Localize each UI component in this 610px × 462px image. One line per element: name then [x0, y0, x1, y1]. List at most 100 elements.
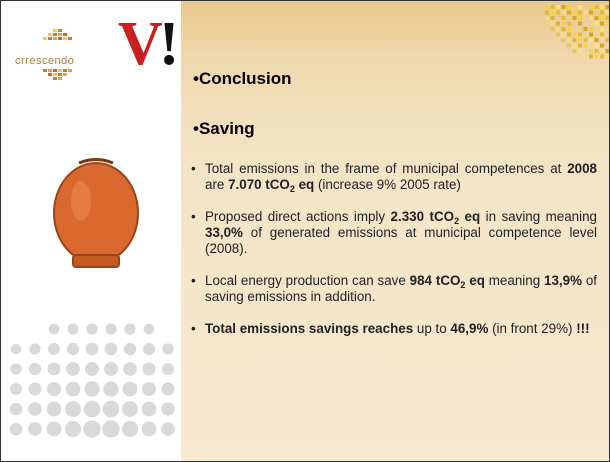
decor-shape	[606, 11, 610, 15]
decor-shape	[578, 16, 582, 20]
logo-name: crrescendo	[15, 55, 74, 67]
decor-shape	[53, 29, 57, 32]
text-run: 13,9%	[544, 273, 582, 288]
decor-shape	[83, 420, 100, 437]
decor-shape	[161, 402, 175, 416]
decor-shape	[53, 33, 57, 36]
decor-shape	[600, 16, 604, 20]
text-run: Total emissions savings reaches	[205, 321, 413, 336]
decor-shape	[43, 37, 47, 40]
decor-shape	[65, 401, 81, 417]
decor-shape	[10, 383, 22, 395]
decor-shape	[142, 362, 155, 375]
decor-shape	[584, 27, 588, 31]
decor-shape	[556, 11, 560, 15]
decor-shape	[58, 73, 62, 76]
decor-shape	[595, 44, 599, 48]
text-run: Local energy production can save	[205, 273, 410, 288]
decor-shape	[47, 382, 61, 396]
decor-shape	[85, 362, 99, 376]
decor-shape	[567, 44, 571, 48]
decor-shape	[589, 38, 593, 42]
decor-shape	[65, 421, 81, 437]
decor-shape	[562, 33, 566, 37]
decor-shape	[556, 22, 560, 26]
corner-pattern	[545, 5, 609, 59]
decor-shape	[562, 22, 566, 26]
decor-shape	[606, 16, 610, 20]
decor-shape	[578, 33, 582, 37]
decor-shape	[58, 29, 62, 32]
decor-shape	[551, 22, 555, 26]
decor-shape	[124, 343, 136, 355]
decor-shape	[567, 27, 571, 31]
decor-shape	[68, 37, 72, 40]
decor-shape	[161, 382, 174, 395]
decor-shape	[606, 55, 610, 59]
text-run: 2008	[567, 161, 597, 176]
decor-shape	[102, 420, 119, 437]
gray-dots	[10, 323, 175, 437]
decor-shape	[47, 422, 62, 437]
decor-shape	[600, 11, 604, 15]
bullet: Total emissions in the frame of municipa…	[191, 161, 597, 193]
decor-shape	[595, 55, 599, 59]
decor-shape	[67, 323, 78, 334]
decor-shape	[162, 343, 173, 354]
decor-shape	[600, 49, 604, 53]
decor-shape	[63, 73, 67, 76]
decor-shape	[589, 49, 593, 53]
decor-shape	[10, 423, 23, 436]
decor-shape	[584, 38, 588, 42]
decor-shape	[53, 69, 57, 72]
decor-shape	[573, 44, 577, 48]
decor-shape	[10, 403, 22, 415]
decor-shape	[606, 5, 610, 9]
decor-shape	[43, 69, 47, 72]
text-run: are	[205, 177, 228, 192]
decor-shape	[589, 33, 593, 37]
text-run: of generated emissions at municipal comp…	[205, 225, 597, 256]
decor-shape	[123, 382, 138, 397]
decor-shape	[551, 11, 555, 15]
decor-shape	[48, 33, 52, 36]
decor-shape	[49, 324, 60, 335]
decor-shape	[578, 11, 582, 15]
decor-shape	[600, 22, 604, 26]
decor-shape	[48, 343, 60, 355]
decor-shape	[606, 49, 610, 53]
decor-shape	[545, 11, 549, 15]
decor-shape	[29, 363, 41, 375]
brand-tail: !	[159, 10, 176, 78]
heading: Conclusion	[193, 69, 292, 89]
decor-shape	[606, 38, 610, 42]
decor-shape	[66, 382, 81, 397]
text-run: 984 tCO	[410, 273, 461, 288]
decor-shape	[562, 5, 566, 9]
decor-shape	[567, 33, 571, 37]
decor-shape	[584, 44, 588, 48]
decor-shape	[573, 38, 577, 42]
text-run: 33,0%	[205, 225, 243, 240]
decor-shape	[556, 27, 560, 31]
decor-shape	[551, 16, 555, 20]
decor-shape	[578, 44, 582, 48]
decor-shape	[124, 323, 135, 334]
decor-shape	[29, 343, 40, 354]
decor-shape	[63, 33, 67, 36]
text-run: eq	[465, 273, 485, 288]
bullet: Local energy production can save 984 tCO…	[191, 273, 597, 305]
decor-shape	[562, 27, 566, 31]
text-run: 7.070 tCO	[228, 177, 290, 192]
decor-shape	[142, 402, 157, 417]
decor-shape	[58, 77, 62, 80]
decor-shape	[567, 22, 571, 26]
decor-shape	[556, 33, 560, 37]
decor-shape	[600, 55, 604, 59]
decor-shape	[589, 27, 593, 31]
decor-shape	[589, 16, 593, 20]
decor-shape	[600, 5, 604, 9]
decor-shape	[58, 37, 62, 40]
decor-shape	[47, 402, 62, 417]
text-run: in saving meaning	[480, 209, 597, 224]
